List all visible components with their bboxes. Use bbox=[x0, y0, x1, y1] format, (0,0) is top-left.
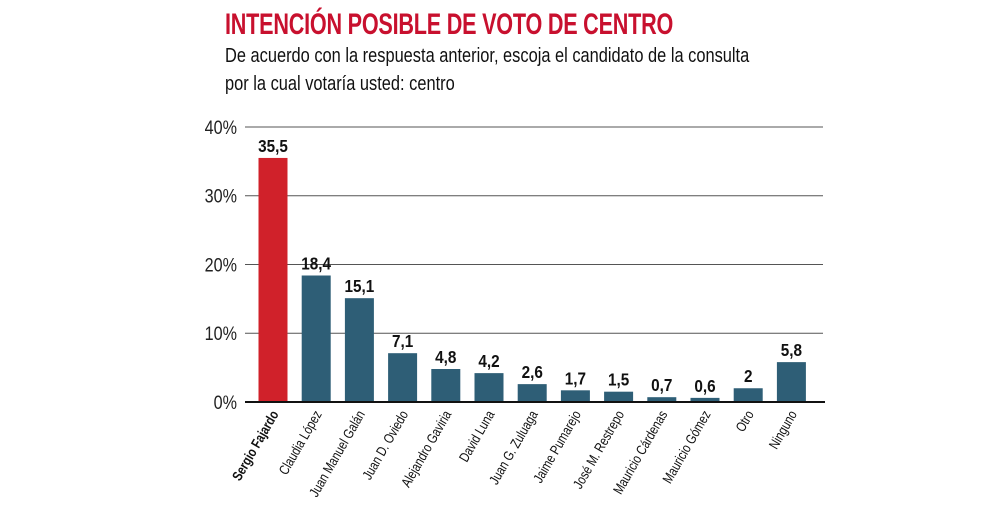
data-label: 1,7 bbox=[565, 368, 586, 388]
bar bbox=[604, 391, 634, 402]
data-label: 1,5 bbox=[608, 370, 629, 390]
data-label: 2,6 bbox=[522, 362, 543, 382]
data-label: 18,4 bbox=[301, 253, 331, 273]
y-tick-label: 0% bbox=[214, 392, 238, 414]
y-tick-label: 10% bbox=[205, 323, 238, 345]
x-tick-label: Ninguno bbox=[766, 408, 800, 452]
data-label: 15,1 bbox=[345, 276, 375, 296]
data-label: 5,8 bbox=[781, 340, 802, 360]
bar bbox=[301, 275, 331, 402]
chart-title: INTENCIÓN POSIBLE DE VOTO DE CENTRO bbox=[225, 8, 674, 41]
data-label: 35,5 bbox=[258, 136, 288, 156]
bar bbox=[344, 298, 374, 402]
y-tick-label: 40% bbox=[205, 117, 238, 139]
data-label: 4,8 bbox=[435, 347, 456, 367]
x-tick-label: David Luna bbox=[456, 407, 498, 464]
bar bbox=[733, 388, 763, 402]
bar bbox=[431, 369, 461, 402]
bar bbox=[560, 390, 590, 402]
bar bbox=[776, 362, 806, 402]
bar bbox=[647, 397, 677, 402]
data-label: 4,2 bbox=[478, 351, 499, 371]
bar bbox=[517, 384, 547, 402]
x-tick-label: Sergio Fajardo bbox=[229, 408, 282, 484]
x-tick-label: Otro bbox=[733, 408, 757, 435]
x-tick-label: Claudia López bbox=[276, 408, 325, 478]
bar bbox=[474, 373, 504, 402]
data-label: 0,7 bbox=[651, 375, 672, 395]
data-label: 2 bbox=[744, 366, 753, 386]
data-label: 7,1 bbox=[392, 331, 413, 351]
chart-subtitle-line-1: De acuerdo con la respuesta anterior, es… bbox=[225, 45, 750, 67]
bar bbox=[690, 397, 720, 402]
y-tick-label: 30% bbox=[205, 186, 238, 208]
chart-subtitle-line-2: por la cual votaría usted: centro bbox=[225, 73, 455, 95]
bar bbox=[388, 353, 418, 402]
y-tick-label: 20% bbox=[205, 254, 238, 276]
data-label: 0,6 bbox=[694, 376, 715, 396]
bar bbox=[258, 157, 288, 402]
